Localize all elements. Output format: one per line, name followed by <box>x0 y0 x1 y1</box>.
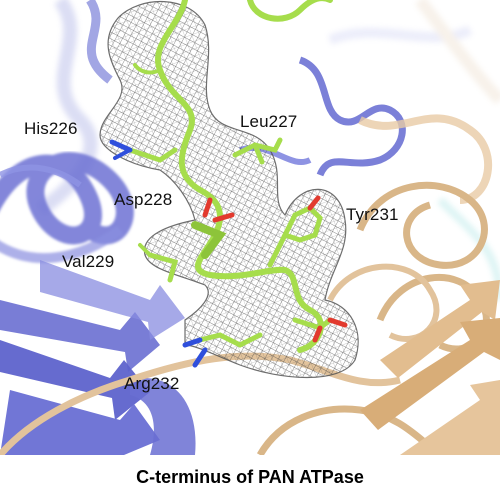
blue-beta-sheet <box>0 260 196 455</box>
tan-beta-sheet <box>360 280 500 455</box>
structure-render <box>0 0 500 455</box>
blue-helix-left <box>0 152 134 264</box>
residue-label-tyr231: Tyr231 <box>346 205 399 224</box>
residue-label-arg232: Arg232 <box>124 374 180 393</box>
figure-caption: C-terminus of PAN ATPase <box>136 467 364 487</box>
residue-label-leu227: Leu227 <box>240 112 298 131</box>
residue-label-val229: Val229 <box>62 252 115 271</box>
residue-label-asp228: Asp228 <box>114 190 173 209</box>
residue-label-his226: His226 <box>24 119 78 138</box>
structure-figure: His226 Leu227 Asp228 Tyr231 Val229 Arg23… <box>0 0 500 455</box>
green-sidechains <box>109 137 348 368</box>
